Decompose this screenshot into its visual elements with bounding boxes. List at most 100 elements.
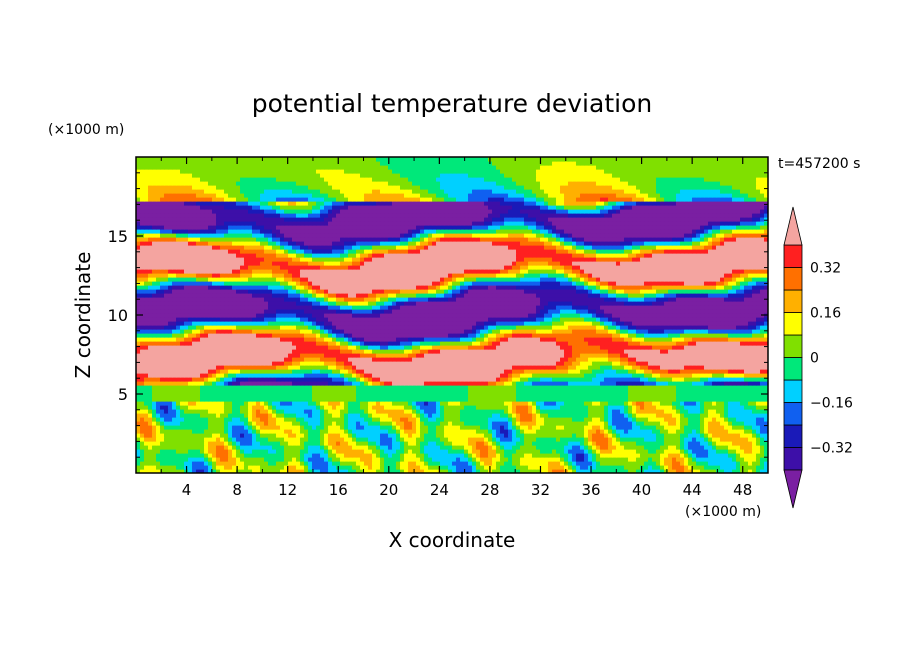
- contour-cell: [196, 441, 201, 446]
- contour-cell: [652, 449, 657, 454]
- contour-cell: [676, 377, 681, 382]
- contour-cell: [200, 461, 205, 466]
- contour-cell: [212, 357, 217, 362]
- contour-cell: [288, 445, 293, 450]
- contour-cell: [288, 449, 293, 454]
- contour-cell: [200, 441, 205, 446]
- contour-cell: [536, 453, 541, 458]
- contour-cell: [736, 461, 741, 466]
- contour-cell: [752, 457, 757, 462]
- contour-cell: [288, 425, 293, 430]
- contour-cell: [476, 377, 481, 382]
- contour-cell: [412, 405, 417, 410]
- contour-cell: [200, 417, 205, 422]
- contour-cell: [456, 413, 461, 418]
- contour-cell: [504, 417, 509, 422]
- contour-cell: [136, 441, 141, 446]
- contour-cell: [392, 465, 397, 470]
- contour-cell: [308, 409, 313, 414]
- contour-cell: [724, 393, 729, 398]
- contour-cell: [732, 369, 737, 374]
- contour-cell: [268, 361, 273, 366]
- contour-cell: [472, 345, 477, 350]
- contour-cell: [336, 421, 341, 426]
- contour-cell: [348, 417, 353, 422]
- contour-cell: [400, 345, 405, 350]
- contour-cell: [712, 461, 717, 466]
- contour-cell: [456, 401, 461, 406]
- contour-cell: [604, 349, 609, 354]
- contour-cell: [744, 369, 749, 374]
- contour-cell: [760, 409, 765, 414]
- contour-cell: [664, 433, 669, 438]
- contour-cell: [320, 417, 325, 422]
- contour-cell: [304, 469, 309, 473]
- contour-cell: [308, 389, 313, 394]
- contour-cell: [536, 425, 541, 430]
- contour-cell: [448, 437, 453, 442]
- contour-cell: [488, 393, 493, 398]
- contour-cell: [220, 357, 225, 362]
- contour-cell: [212, 373, 217, 378]
- contour-cell: [148, 405, 153, 410]
- contour-cell: [396, 445, 401, 450]
- contour-cell: [444, 385, 449, 390]
- contour-cell: [420, 453, 425, 458]
- contour-cell: [380, 421, 385, 426]
- contour-cell: [504, 429, 509, 434]
- contour-cell: [376, 457, 381, 462]
- contour-cell: [192, 349, 197, 354]
- contour-cell: [300, 437, 305, 442]
- contour-cell: [628, 453, 633, 458]
- contour-cell: [676, 413, 681, 418]
- contour-cell: [752, 365, 757, 370]
- contour-cell: [672, 441, 677, 446]
- contour-cell: [460, 397, 465, 402]
- contour-cell: [724, 417, 729, 422]
- contour-cell: [596, 389, 601, 394]
- contour-cell: [148, 401, 153, 406]
- contour-cell: [300, 453, 305, 458]
- contour-cell: [640, 369, 645, 374]
- contour-cell: [520, 461, 525, 466]
- contour-cell: [356, 353, 361, 358]
- contour-cell: [296, 381, 301, 386]
- contour-cell: [556, 401, 561, 406]
- contour-cell: [280, 369, 285, 374]
- contour-cell: [368, 353, 373, 358]
- contour-cell: [488, 433, 493, 438]
- contour-cell: [756, 397, 761, 402]
- contour-cell: [272, 385, 277, 390]
- contour-cell: [760, 349, 765, 354]
- contour-cell: [596, 377, 601, 382]
- contour-cell: [724, 441, 729, 446]
- contour-cell: [364, 373, 369, 378]
- contour-cell: [376, 469, 381, 473]
- contour-cell: [556, 433, 561, 438]
- contour-cell: [176, 465, 181, 470]
- contour-cell: [304, 457, 309, 462]
- contour-cell: [756, 421, 761, 426]
- contour-cell: [484, 437, 489, 442]
- contour-cell: [536, 429, 541, 434]
- contour-cell: [572, 469, 577, 473]
- contour-cell: [184, 397, 189, 402]
- contour-cell: [584, 405, 589, 410]
- contour-cell: [724, 421, 729, 426]
- contour-cell: [712, 421, 717, 426]
- contour-cell: [136, 369, 141, 374]
- contour-cell: [316, 353, 321, 358]
- contour-cell: [656, 361, 661, 366]
- contour-cell: [492, 461, 497, 466]
- contour-cell: [752, 397, 757, 402]
- contour-cell: [264, 349, 269, 354]
- contour-cell: [528, 413, 533, 418]
- contour-cell: [376, 465, 381, 470]
- contour-cell: [372, 469, 377, 473]
- contour-cell: [200, 409, 205, 414]
- contour-cell: [732, 469, 737, 473]
- contour-cell: [560, 449, 565, 454]
- contour-cell: [336, 453, 341, 458]
- contour-cell: [740, 441, 745, 446]
- contour-cell: [572, 405, 577, 410]
